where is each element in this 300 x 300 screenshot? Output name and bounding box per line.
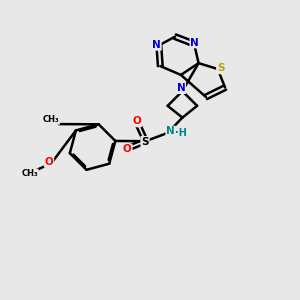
Text: O: O — [132, 116, 141, 126]
Text: CH₃: CH₃ — [22, 169, 38, 178]
Text: O: O — [45, 157, 53, 167]
Text: S: S — [141, 137, 149, 147]
Text: S: S — [217, 63, 224, 74]
Text: N: N — [166, 126, 175, 136]
Text: N: N — [190, 38, 199, 47]
Text: N: N — [152, 40, 161, 50]
Text: CH₃: CH₃ — [43, 115, 60, 124]
Text: ·H: ·H — [175, 128, 187, 138]
Text: O: O — [123, 144, 132, 154]
Text: N: N — [176, 83, 185, 93]
